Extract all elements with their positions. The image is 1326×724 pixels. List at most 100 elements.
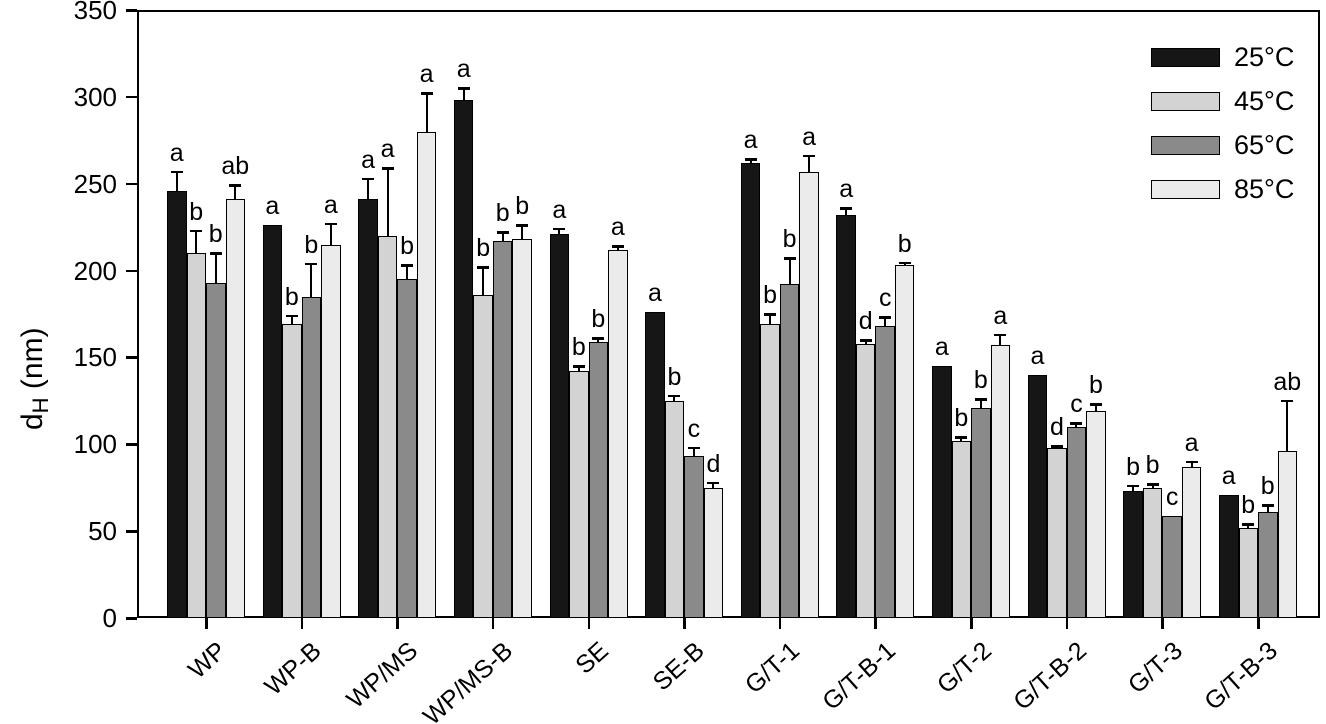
legend-swatch — [1151, 48, 1220, 67]
bar — [512, 239, 532, 618]
error-bar-line — [1266, 505, 1269, 513]
significance-letter: a — [380, 135, 395, 164]
x-tick-label: G/T-1 — [740, 636, 806, 700]
error-bar-line — [749, 159, 752, 163]
significance-letter: b — [1241, 491, 1256, 520]
bar — [951, 440, 972, 618]
error-bar-cap — [572, 365, 585, 368]
legend-label: 25°C — [1234, 42, 1295, 72]
x-tick-mark — [587, 618, 591, 629]
error-bar-line — [482, 267, 485, 295]
error-bar-line — [1132, 485, 1135, 492]
x-tick-mark — [874, 618, 877, 629]
error-bar-cap — [305, 262, 318, 266]
error-bar-cap — [955, 436, 968, 439]
bar — [1277, 451, 1297, 618]
x-tick-label: WP-B — [259, 636, 328, 702]
significance-letter: a — [839, 175, 854, 204]
bar — [206, 282, 226, 618]
error-bar-cap — [744, 158, 757, 161]
bar — [282, 324, 302, 618]
significance-letter: a — [361, 145, 375, 174]
error-bar-cap — [381, 167, 394, 170]
significance-letter: a — [456, 55, 471, 84]
error-bar-cap — [401, 264, 414, 267]
significance-letter: a — [323, 190, 338, 219]
significance-letter: b — [400, 232, 414, 261]
error-bar-line — [884, 317, 887, 327]
bar — [1162, 515, 1182, 618]
error-bar-cap — [1089, 403, 1102, 406]
x-tick-mark — [205, 618, 208, 629]
significance-letter: b — [495, 199, 510, 228]
error-bar-line — [960, 437, 963, 441]
error-bar-cap — [764, 313, 777, 316]
bar — [740, 162, 761, 618]
y-axis-title-sub: H — [28, 397, 53, 414]
error-bar-cap — [1261, 504, 1274, 507]
x-tick-label: WP/MS-B — [418, 636, 519, 724]
bar — [1123, 491, 1143, 618]
error-bar-line — [999, 334, 1002, 346]
bar — [664, 400, 685, 618]
significance-letter: b — [897, 229, 912, 258]
bar — [990, 345, 1011, 618]
significance-letter: d — [706, 449, 721, 478]
significance-letter: b — [591, 305, 606, 334]
error-bar-line — [979, 399, 982, 408]
legend-label: 45°C — [1234, 86, 1295, 116]
x-tick-label: WP/MS — [340, 636, 423, 715]
error-bar-cap — [879, 316, 892, 319]
bar — [416, 131, 437, 618]
significance-letter: c — [1070, 390, 1083, 419]
significance-letter: b — [515, 192, 530, 221]
x-tick-mark — [970, 618, 973, 629]
significance-letter: a — [610, 213, 625, 242]
y-tick-label: 150 — [73, 342, 117, 373]
error-bar-line — [329, 223, 332, 245]
error-bar-cap — [1127, 484, 1140, 488]
error-bar-line — [1094, 404, 1097, 412]
y-tick-mark — [126, 95, 137, 99]
bar — [836, 214, 856, 618]
error-bar-line — [367, 178, 370, 200]
error-bar-line — [845, 208, 848, 215]
error-bar-cap — [707, 481, 720, 484]
error-bar-cap — [457, 87, 470, 90]
error-bar-line — [195, 230, 198, 254]
error-bar-line — [1151, 484, 1154, 488]
bar — [358, 199, 378, 618]
legend-label: 85°C — [1234, 174, 1295, 204]
error-bar-cap — [1281, 399, 1294, 403]
bar — [1047, 447, 1067, 618]
y-tick-label: 0 — [102, 603, 117, 633]
error-bar-cap — [285, 314, 298, 318]
significance-letter: a — [743, 126, 758, 155]
bar — [549, 234, 570, 618]
error-bar-line — [214, 253, 217, 283]
y-tick-mark — [126, 617, 137, 620]
bar — [932, 366, 952, 618]
significance-letter: b — [954, 404, 969, 433]
legend-label: 65°C — [1234, 130, 1295, 160]
error-bar-cap — [170, 170, 183, 174]
error-bar-cap — [994, 333, 1007, 337]
error-bar-line — [692, 447, 695, 457]
error-bar-cap — [1070, 422, 1083, 425]
bar — [1219, 494, 1239, 618]
error-bar-line — [175, 171, 178, 191]
legend-row: 25°C — [1151, 44, 1294, 71]
significance-letter: b — [1260, 472, 1275, 501]
error-bar-line — [808, 155, 811, 172]
significance-letter: c — [878, 284, 892, 313]
significance-letter: b — [1145, 451, 1160, 480]
error-bar-cap — [229, 184, 242, 187]
y-tick-label: 300 — [73, 81, 117, 112]
significance-letter: a — [1221, 461, 1236, 490]
x-tick-mark — [491, 618, 495, 629]
x-tick-mark — [1065, 618, 1069, 629]
x-tick-label: SE-B — [647, 636, 710, 697]
significance-letter: c — [1165, 482, 1179, 511]
plot-area — [137, 10, 1320, 618]
